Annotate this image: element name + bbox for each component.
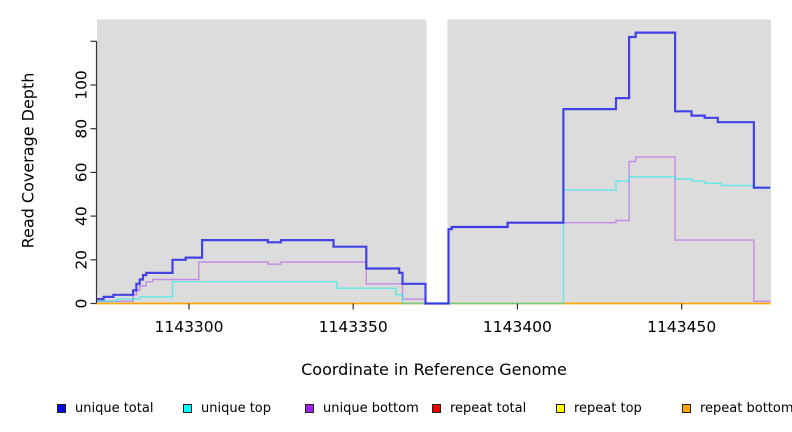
x-axis-title: Coordinate in Reference Genome	[301, 360, 567, 379]
legend-label: unique bottom	[323, 400, 419, 416]
y-tick-label: 80	[73, 119, 91, 139]
y-axis-title: Read Coverage Depth	[18, 72, 38, 249]
series-unique-top	[97, 176, 771, 305]
legend-item-unique-bottom: unique bottom	[305, 400, 419, 416]
legend-label: repeat total	[450, 400, 527, 416]
legend-item-repeat-total: repeat total	[432, 400, 527, 416]
legend-swatch	[183, 403, 192, 413]
legend-item-unique-top: unique top	[183, 400, 272, 416]
legend-label: unique top	[201, 400, 272, 416]
tick-labels: 0 20 40 60 80 100 1143300 1143350 1143400 1143450	[73, 70, 717, 336]
no-data-gap	[426, 19, 448, 304]
x-tick-label: 1143300	[154, 318, 223, 336]
legend-label: repeat bottom	[700, 400, 792, 416]
series-unique-total	[97, 31, 771, 305]
legend-swatch	[305, 403, 314, 413]
series-lines	[97, 31, 771, 305]
legend-swatch	[682, 403, 691, 413]
y-tick-label: 0	[73, 299, 91, 309]
axes	[90, 40, 683, 310]
y-tick-label: 20	[73, 250, 91, 270]
legend-swatch	[432, 403, 441, 413]
legend-item-unique-total: unique total	[57, 400, 154, 416]
legend-label: repeat top	[574, 400, 642, 416]
legend-swatch	[57, 403, 66, 413]
y-tick-label: 60	[73, 163, 91, 183]
legend-swatch	[556, 403, 565, 413]
legend-label: unique total	[75, 400, 154, 416]
x-tick-label: 1143450	[647, 318, 716, 336]
y-tick-label: 40	[73, 206, 91, 226]
series-unique-bottom	[97, 156, 771, 305]
x-tick-label: 1143350	[319, 318, 388, 336]
legend-item-repeat-bottom: repeat bottom	[682, 400, 792, 416]
y-tick-label: 100	[73, 70, 91, 100]
x-tick-label: 1143400	[483, 318, 552, 336]
legend-item-repeat-top: repeat top	[556, 400, 642, 416]
